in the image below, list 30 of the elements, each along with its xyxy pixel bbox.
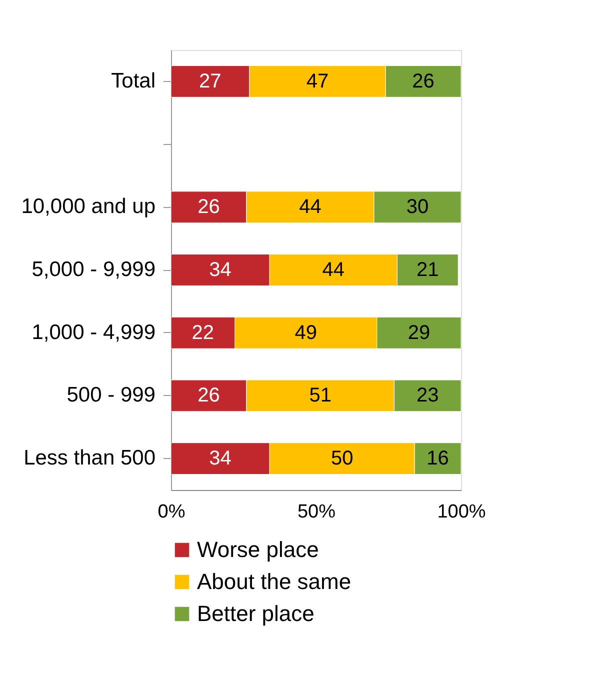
data-label: 34 bbox=[209, 259, 232, 281]
data-label: 22 bbox=[192, 322, 214, 344]
data-label: 50 bbox=[330, 448, 354, 470]
data-label: 51 bbox=[309, 384, 332, 407]
data-label: 29 bbox=[408, 322, 430, 344]
y-tick-label: Less than 500 bbox=[24, 446, 156, 470]
data-label: 47 bbox=[306, 70, 329, 92]
data-label: 34 bbox=[209, 448, 232, 470]
data-label: 27 bbox=[199, 70, 222, 92]
data-label: 44 bbox=[299, 196, 322, 218]
data-label: 16 bbox=[426, 448, 449, 470]
legend-label: About the same bbox=[197, 569, 352, 594]
x-tick-label: 100% bbox=[437, 502, 486, 522]
legend-label: Worse place bbox=[197, 537, 319, 562]
y-tick-label: 1,000 - 4,999 bbox=[32, 320, 156, 344]
data-label: 21 bbox=[416, 259, 439, 281]
y-tick-label: Total bbox=[111, 69, 156, 92]
data-label: 49 bbox=[294, 322, 317, 344]
y-tick-label: 5,000 - 9,999 bbox=[32, 258, 156, 281]
x-tick-label: 50% bbox=[297, 502, 336, 522]
data-label: 30 bbox=[406, 196, 429, 218]
x-tick-label: 0% bbox=[158, 502, 186, 522]
y-tick-label: 10,000 and up bbox=[21, 195, 156, 218]
data-label: 26 bbox=[198, 196, 220, 218]
data-label: 44 bbox=[322, 259, 345, 281]
legend-label: Better place bbox=[197, 601, 314, 626]
data-label: 26 bbox=[198, 384, 220, 407]
y-tick-label: 500 - 999 bbox=[66, 384, 156, 407]
data-label: 23 bbox=[416, 384, 439, 407]
data-label: 26 bbox=[412, 70, 434, 92]
